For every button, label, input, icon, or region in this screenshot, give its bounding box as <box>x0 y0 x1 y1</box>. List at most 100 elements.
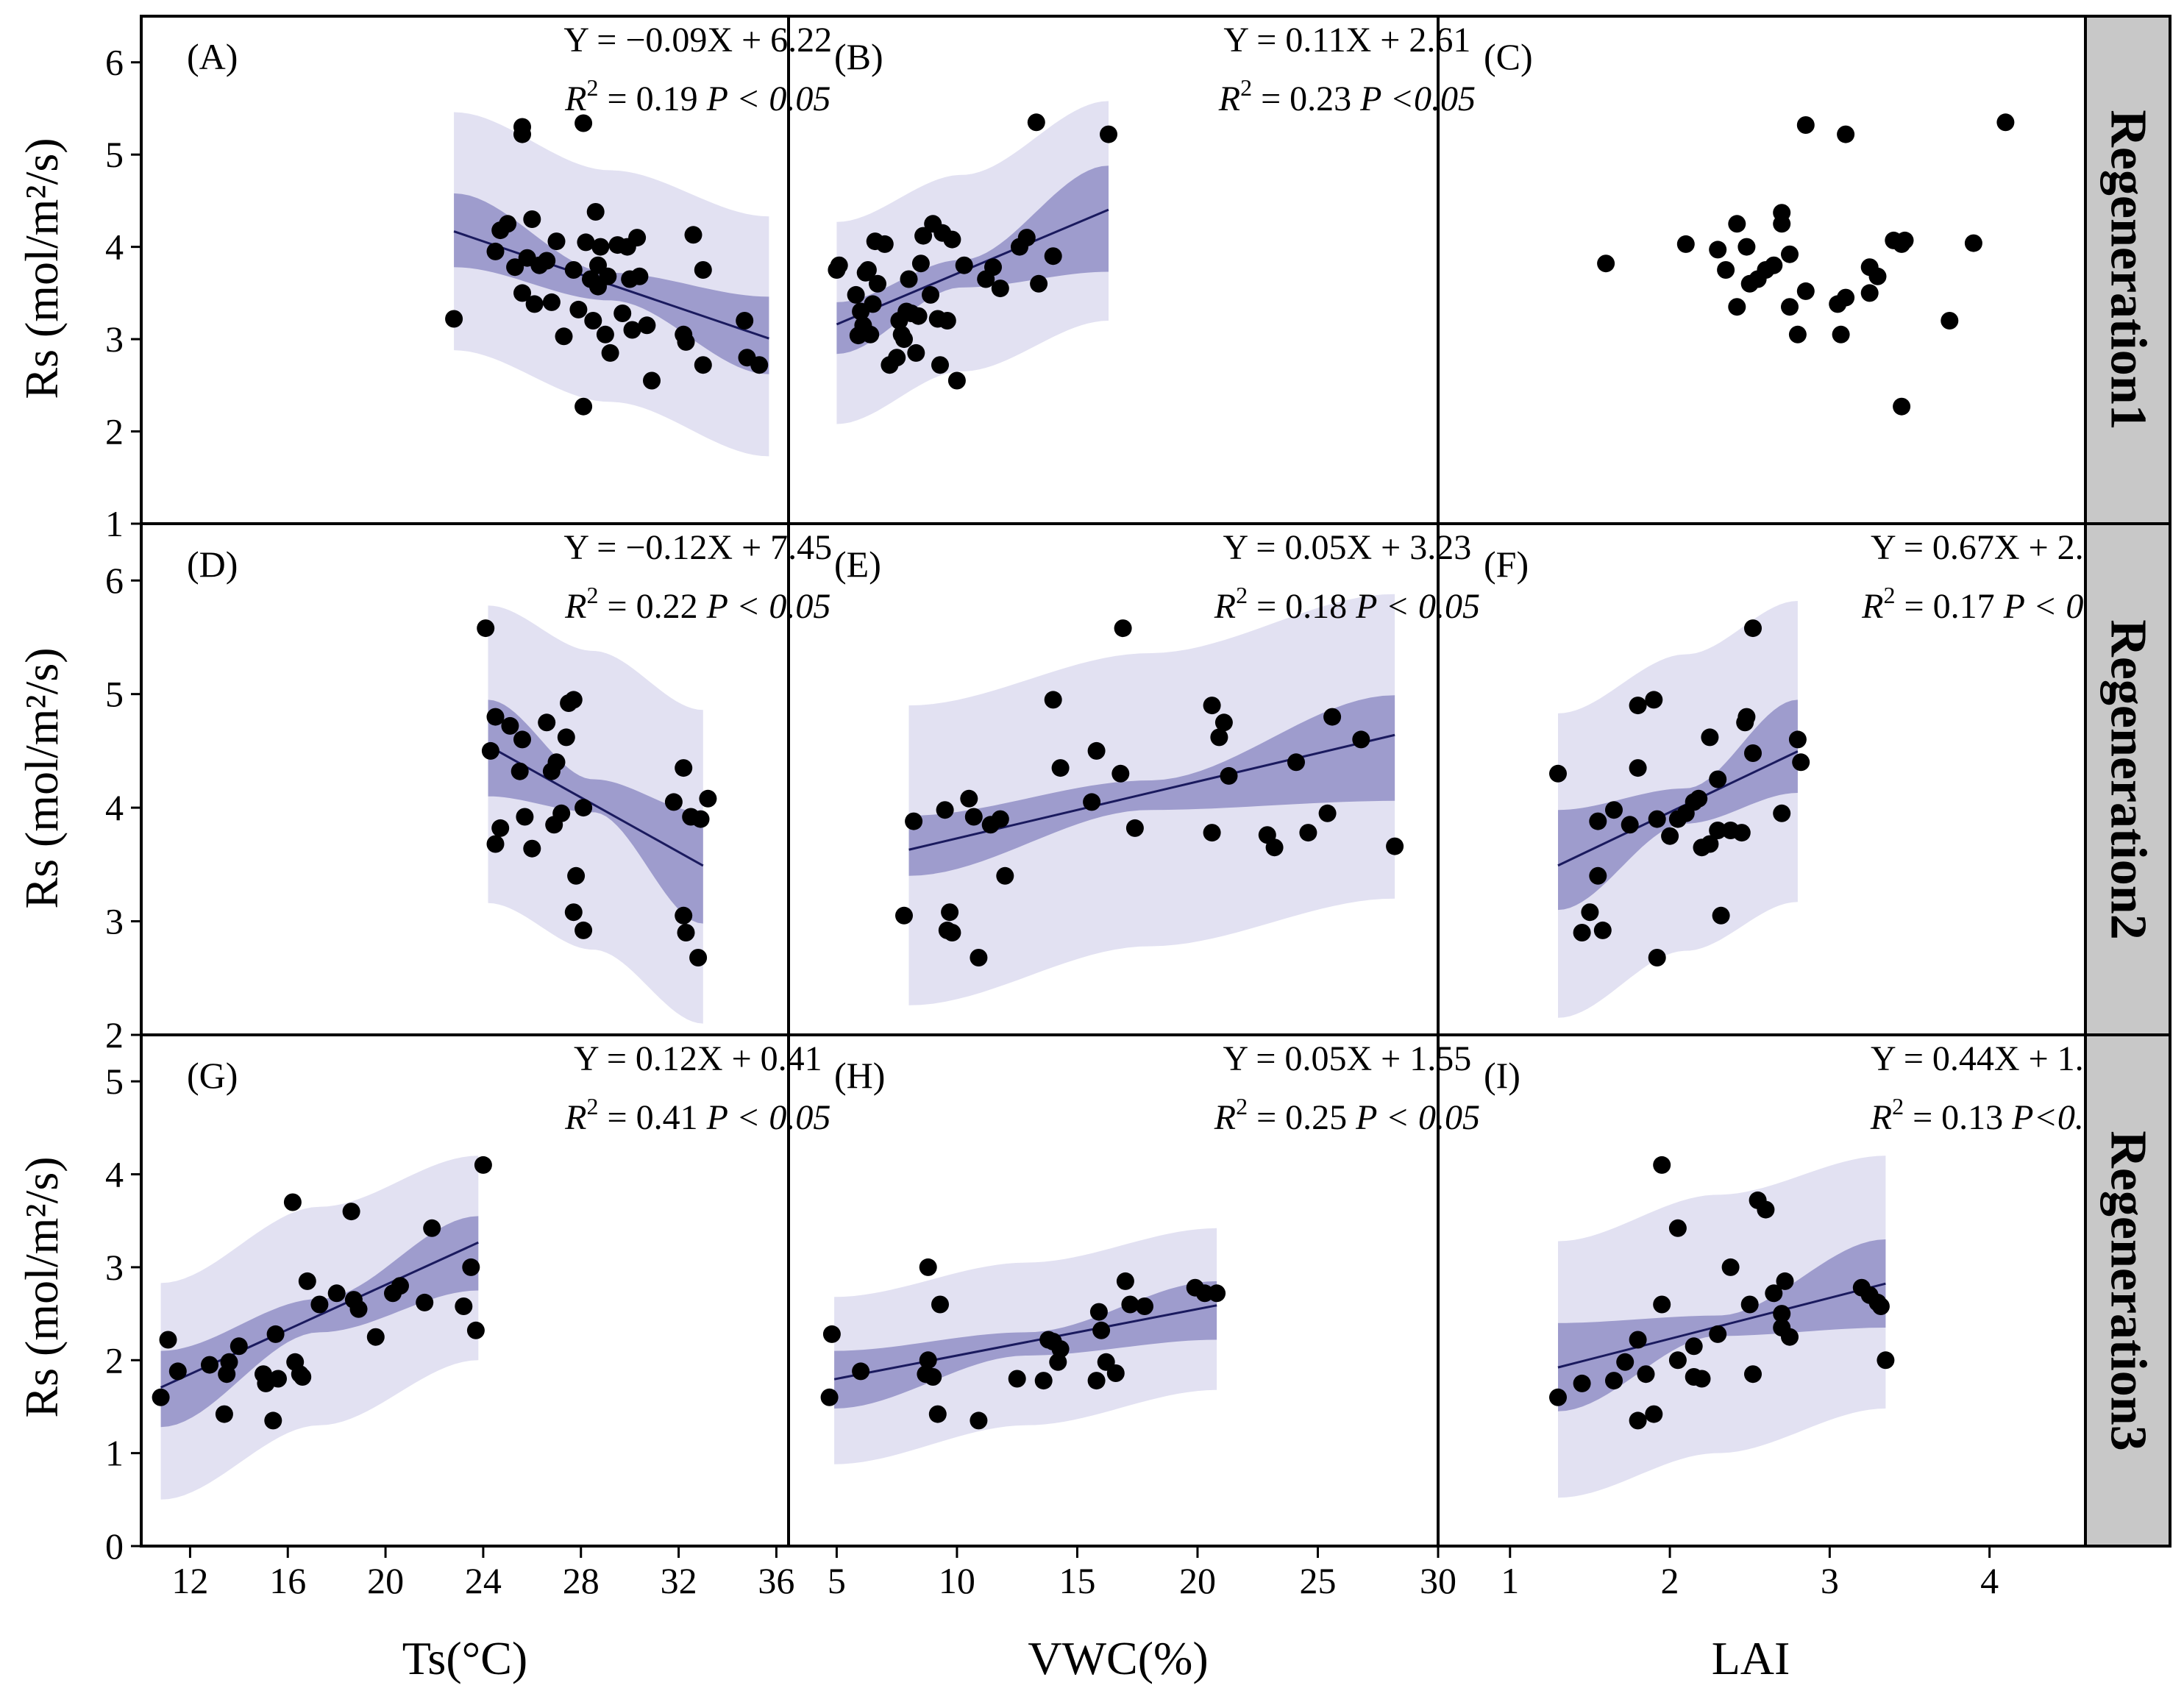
point-B-14 <box>888 349 906 367</box>
point-D-28 <box>691 810 710 828</box>
point-F-6 <box>1605 801 1623 819</box>
point-E-27 <box>1299 824 1317 842</box>
x-tick-label-H-4: 25 <box>1299 1560 1336 1601</box>
point-F-30 <box>1773 804 1791 822</box>
point-F-4 <box>1589 812 1607 830</box>
point-E-23 <box>1220 766 1238 785</box>
point-G-10 <box>264 1411 282 1430</box>
r2-p-line-E: R2 = 0.18 P < 0.05 <box>1214 582 1480 626</box>
point-A-3 <box>499 215 517 233</box>
point-G-1 <box>159 1331 177 1349</box>
confidence-band-G <box>160 1216 479 1428</box>
strip-row2 <box>2084 522 2171 1036</box>
p-value-B: P <0.05 <box>1359 79 1476 118</box>
point-B-25 <box>922 285 939 304</box>
panel-label-B: (B) <box>834 36 883 77</box>
point-G-22 <box>349 1300 368 1318</box>
r2-value-E: = 0.18 <box>1248 587 1356 626</box>
panel-E: (E) Y = 0.05X + 3.23 R2 = 0.18 P < 0.05 <box>787 522 1480 1036</box>
panel-plot-area-D <box>477 605 717 1024</box>
p-value-A: P < 0.05 <box>706 79 831 118</box>
panel-plot-area-E <box>895 594 1404 1005</box>
point-A-13 <box>542 293 561 311</box>
point-C-10 <box>1765 256 1783 274</box>
equation-E: Y = 0.05X + 3.23 <box>1223 528 1472 567</box>
point-C-0 <box>1597 254 1615 273</box>
point-E-25 <box>1265 838 1284 857</box>
point-D-27 <box>689 949 708 966</box>
x-tick-label-I-0: 1 <box>1501 1560 1519 1601</box>
point-H-8 <box>931 1295 949 1314</box>
point-E-20 <box>1203 824 1221 842</box>
point-B-32 <box>947 371 966 390</box>
point-B-36 <box>991 279 1009 298</box>
point-A-36 <box>630 267 649 285</box>
point-E-17 <box>1114 619 1132 638</box>
point-F-8 <box>1629 759 1647 777</box>
point-C-14 <box>1781 245 1799 263</box>
point-E-14 <box>1083 793 1101 811</box>
point-H-2 <box>852 1362 870 1381</box>
y-tick-label-G-3: 3 <box>105 1247 124 1288</box>
equation-G: Y = 0.12X + 0.41 <box>574 1039 822 1078</box>
point-E-16 <box>1111 764 1130 783</box>
point-B-30 <box>938 312 956 330</box>
point-F-5 <box>1593 921 1612 939</box>
point-G-7 <box>230 1337 248 1356</box>
point-A-43 <box>694 356 712 374</box>
point-I-9 <box>1653 1295 1671 1314</box>
point-D-9 <box>523 839 541 858</box>
point-B-35 <box>984 258 1002 277</box>
y-tick-label-A-0: 1 <box>105 503 124 544</box>
point-F-23 <box>1712 906 1730 925</box>
point-E-7 <box>964 808 983 826</box>
point-C-31 <box>1996 113 2015 132</box>
point-C-19 <box>1832 325 1850 343</box>
r2-symbol-H: R <box>1214 1098 1236 1137</box>
x-tick-label-G-3: 24 <box>465 1560 502 1601</box>
point-C-1 <box>1676 235 1695 253</box>
fit-line-I <box>1557 1282 1886 1369</box>
point-G-2 <box>168 1362 187 1381</box>
strip-label-row1: Regeneration1 <box>2100 110 2157 430</box>
point-B-31 <box>943 230 961 249</box>
point-E-10 <box>991 810 1009 828</box>
point-B-22 <box>909 307 928 325</box>
point-I-21 <box>1765 1284 1783 1303</box>
point-C-5 <box>1728 215 1746 233</box>
equation-B: Y = 0.11X + 2.61 <box>1223 21 1470 60</box>
r2-value-A: = 0.19 <box>599 79 707 118</box>
equation-D: Y = −0.12X + 7.45 <box>563 528 832 567</box>
point-I-14 <box>1693 1370 1711 1388</box>
x-tick-label-H-1: 10 <box>939 1560 975 1601</box>
point-G-3 <box>201 1356 218 1374</box>
point-B-17 <box>895 330 913 349</box>
point-D-24 <box>675 906 693 925</box>
point-A-6 <box>513 125 531 143</box>
point-E-6 <box>960 789 978 808</box>
point-E-18 <box>1125 819 1144 837</box>
point-A-15 <box>555 327 573 346</box>
point-A-41 <box>684 226 702 244</box>
point-A-28 <box>599 267 617 285</box>
point-H-5 <box>919 1258 937 1276</box>
point-A-34 <box>623 321 641 339</box>
y-tick-label-G-4: 4 <box>105 1154 124 1195</box>
point-A-38 <box>643 371 661 390</box>
point-B-2 <box>847 285 865 304</box>
r2-superscript-I: 2 <box>1892 1093 1904 1119</box>
point-H-18 <box>1092 1321 1111 1339</box>
point-B-23 <box>911 254 930 273</box>
point-C-12 <box>1773 215 1791 233</box>
r2-symbol-I: R <box>1870 1098 1892 1137</box>
point-H-9 <box>970 1411 988 1430</box>
point-E-0 <box>895 906 913 925</box>
point-I-2 <box>1605 1372 1623 1390</box>
point-E-4 <box>941 903 959 922</box>
panel-label-F: (F) <box>1484 544 1529 585</box>
point-F-9 <box>1629 697 1647 715</box>
p-value-E: P < 0.05 <box>1355 587 1480 626</box>
x-tick-label-H-5: 30 <box>1420 1560 1456 1601</box>
point-I-17 <box>1740 1295 1759 1314</box>
